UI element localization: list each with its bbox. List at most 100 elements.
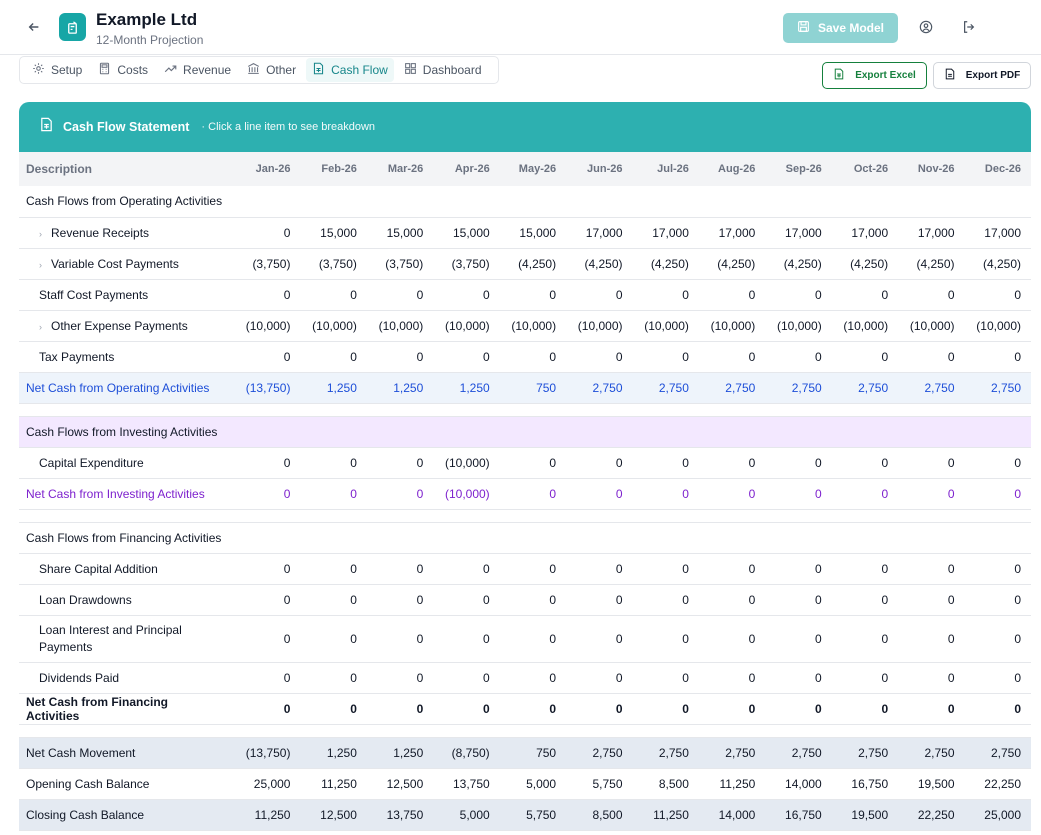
cell-value: 0 [964,478,1031,510]
cash-flow-card-header: Cash Flow Statement · Click a line item … [19,102,1031,152]
tab-setup[interactable]: Setup [26,58,88,82]
cell-value: 0 [499,341,567,373]
cell-value: (4,250) [632,248,699,280]
opening-balance-row: Opening Cash Balance 25,000 11,250 12,500 13… [19,768,1031,800]
cell-value: (10,000) [433,447,500,479]
cell-value: 0 [499,553,567,585]
cell-value: (10,000) [566,310,633,342]
cell-value: 0 [831,447,899,479]
cell-value: 0 [698,584,766,616]
column-header-month: Apr-26 [433,152,500,186]
cell-value: 0 [366,584,434,616]
logout-icon[interactable] [960,18,978,36]
cell-value: (10,000) [898,310,965,342]
cell-value: 19,500 [898,768,965,800]
line-item-row[interactable]: › Other Expense Payments (10,000) (10,000)(… [19,310,1031,342]
line-item-row[interactable]: › Variable Cost Payments (3,750) (3,750) (3,… [19,248,1031,280]
cell-value: 0 [300,693,367,725]
cell-value: 0 [499,662,567,694]
tab-other[interactable]: Other [241,58,302,82]
cell-value: (10,000) [499,310,567,342]
cell-value: 0 [234,217,301,249]
cell-value: (10,000) [433,310,500,342]
net-investing-label: Net Cash from Investing Activities [19,478,235,510]
cell-value: 0 [499,693,567,725]
cell-value: 5,000 [499,768,567,800]
cell-value: 0 [964,693,1031,725]
section-title: Cash Flows from Investing Activities [19,416,1031,448]
cell-value: 750 [499,737,567,769]
cell-value: 0 [898,279,965,311]
cell-value: 2,750 [566,372,633,404]
line-item-row[interactable]: › Revenue Receipts 0 15,000 15,000 15,000 15,0… [19,217,1031,249]
save-model-button[interactable]: Save Model [783,13,898,43]
cell-value: 2,750 [765,737,832,769]
tab-costs[interactable]: Costs [92,58,154,82]
cell-value: 0 [632,553,699,585]
cell-value: 17,000 [632,217,699,249]
cell-value: 0 [765,279,832,311]
cell-value: 0 [831,693,899,725]
cell-value: 0 [964,615,1031,663]
cell-value: 0 [898,447,965,479]
cell-value: 0 [831,615,899,663]
line-item-text: Revenue Receipts [51,225,150,240]
cell-value: 0 [366,279,434,311]
cell-value: 0 [234,584,301,616]
spacer-row [19,509,1031,523]
net-operating-label: Net Cash from Operating Activities [19,372,235,404]
cell-value: 0 [366,341,434,373]
cell-value: 0 [632,584,699,616]
cell-value: (4,250) [898,248,965,280]
cell-value: 0 [632,662,699,694]
cell-value: 0 [831,279,899,311]
cell-value: 0 [499,584,567,616]
cell-value: (10,000) [234,310,301,342]
cell-value: 15,000 [366,217,434,249]
cell-value: 25,000 [964,799,1031,831]
trend-icon [164,62,177,78]
cell-value: 0 [566,615,633,663]
export-excel-button[interactable]: Export Excel [822,62,927,89]
cell-value: 0 [433,279,500,311]
cell-value: (3,750) [433,248,500,280]
cell-value: 0 [765,584,832,616]
cell-value: 0 [234,279,301,311]
cell-value: 0 [234,662,301,694]
cell-value: 0 [898,615,965,663]
line-item-text: Tax Payments [39,349,115,364]
cell-value: 0 [433,341,500,373]
cell-value: 5,750 [566,768,633,800]
cell-value: 2,750 [898,372,965,404]
cell-value: 15,000 [499,217,567,249]
tab-revenue[interactable]: Revenue [158,58,237,82]
cell-value: 0 [765,662,832,694]
cell-value: (10,000) [433,478,500,510]
cell-value: 0 [964,447,1031,479]
line-item-text: Staff Cost Payments [39,287,149,302]
column-header-month: Jan-26 [234,152,301,186]
tab-dashboard[interactable]: Dashboard [398,58,488,82]
line-item-label: Staff Cost Payments [19,279,235,311]
line-item-label: › Variable Cost Payments [19,248,235,280]
back-arrow-icon[interactable] [24,17,44,37]
cell-value: 11,250 [698,768,766,800]
line-item-row: Staff Cost Payments 0 0 0 0 0 0 0 0 0 0 0 0 [19,279,1031,311]
cell-value: 750 [499,372,567,404]
cell-value: 0 [433,553,500,585]
net-financing-label: Net Cash from Financing Activities [19,693,235,725]
cell-value: 0 [698,553,766,585]
cell-value: 0 [698,447,766,479]
cell-value: (4,250) [765,248,832,280]
cell-value: 11,250 [632,799,699,831]
chevron-right-icon: › [39,321,42,332]
cell-value: 0 [566,693,633,725]
export-pdf-button[interactable]: Export PDF [933,62,1031,89]
cell-value: 2,750 [566,737,633,769]
statement-icon [39,117,54,137]
operating-section-header: Cash Flows from Operating Activities [19,186,1031,218]
tab-cash-flow[interactable]: Cash Flow [306,58,394,82]
app-logo [59,13,86,41]
user-icon[interactable] [917,18,935,36]
section-title: Cash Flows from Operating Activities [19,186,1031,218]
